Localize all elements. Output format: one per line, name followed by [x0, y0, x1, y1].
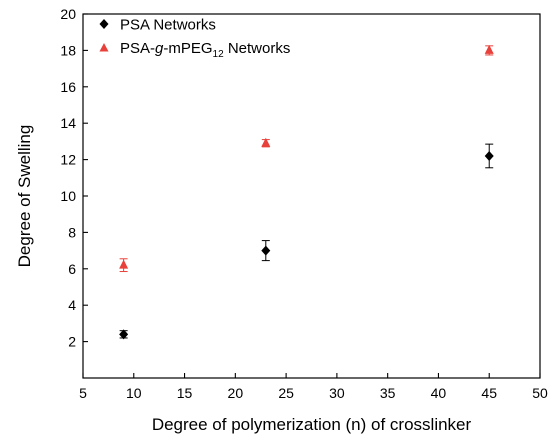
x-tick-label: 15 [177, 385, 193, 401]
y-tick-label: 6 [68, 261, 76, 277]
y-axis-title: Degree of Swelling [15, 125, 34, 268]
x-tick-label: 5 [79, 385, 87, 401]
y-axis: 2 4 6 8 10 12 14 16 18 20 [60, 6, 88, 350]
y-tick-label: 4 [68, 297, 76, 313]
x-tick-label: 45 [481, 385, 497, 401]
data-point [261, 137, 271, 147]
y-tick-label: 20 [60, 6, 76, 22]
x-tick-label: 30 [329, 385, 345, 401]
data-point [119, 329, 129, 340]
data-point [261, 245, 271, 256]
data-point [484, 44, 494, 54]
x-axis-title: Degree of polymerization (n) of crosslin… [152, 415, 472, 434]
legend: PSA Networks PSA-g-mPEG12 Networks [99, 17, 290, 60]
y-tick-label: 18 [60, 42, 76, 58]
legend-label-part: PSA- [120, 40, 155, 57]
legend-label-psa: PSA Networks [120, 17, 216, 34]
y-tick-label: 10 [60, 188, 76, 204]
y-tick-label: 14 [60, 115, 76, 131]
x-tick-label: 10 [126, 385, 142, 401]
data-point [484, 150, 494, 161]
data-series [119, 44, 494, 340]
legend-marker-psa-g-mpeg [99, 43, 109, 52]
plot-frame [82, 13, 541, 379]
legend-label-subscript: 12 [213, 49, 225, 60]
legend-label-psa-g-mpeg: PSA-g-mPEG12 Networks [120, 40, 290, 60]
legend-label-part: -mPEG [163, 40, 212, 57]
y-tick-label: 2 [68, 334, 76, 350]
data-point [119, 259, 129, 269]
x-tick-label: 50 [532, 385, 548, 401]
y-tick-label: 16 [60, 79, 76, 95]
x-tick-label: 20 [228, 385, 244, 401]
legend-label-part: Networks [224, 40, 291, 57]
x-tick-label: 35 [380, 385, 396, 401]
series-2 [119, 44, 494, 273]
y-tick-label: 8 [68, 224, 76, 240]
legend-marker-psa [99, 19, 109, 29]
x-tick-label: 25 [278, 385, 294, 401]
y-tick-label: 12 [60, 152, 76, 168]
x-axis: 5 10 15 20 25 30 35 40 45 50 [79, 373, 548, 401]
x-tick-label: 40 [431, 385, 447, 401]
series-1 [119, 143, 494, 340]
legend-label-part: g [155, 40, 164, 57]
